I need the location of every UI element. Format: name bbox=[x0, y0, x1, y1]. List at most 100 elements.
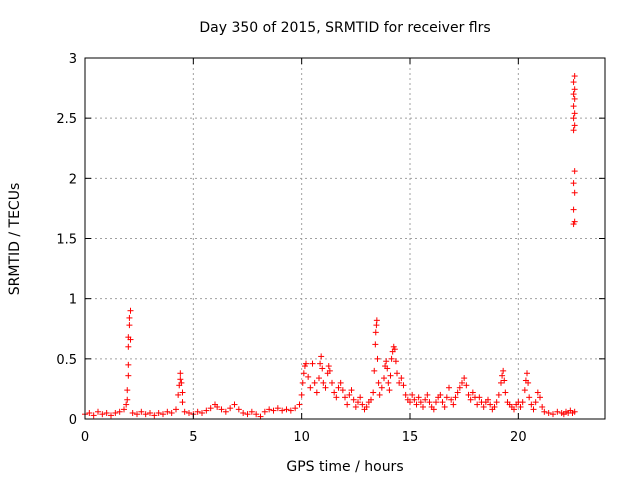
data-point bbox=[372, 341, 379, 348]
data-point bbox=[296, 401, 303, 408]
data-point bbox=[550, 411, 556, 418]
data-point bbox=[571, 95, 578, 102]
data-point bbox=[329, 379, 335, 386]
data-point bbox=[108, 412, 114, 419]
data-point bbox=[525, 379, 532, 386]
data-point bbox=[299, 379, 306, 386]
data-point bbox=[378, 384, 385, 391]
data-point bbox=[570, 115, 577, 122]
data-point bbox=[270, 407, 277, 414]
data-point bbox=[147, 409, 153, 416]
data-point bbox=[177, 370, 184, 377]
x-tick-label: 0 bbox=[81, 430, 89, 445]
data-point bbox=[502, 389, 509, 396]
data-point bbox=[274, 405, 281, 412]
data-point bbox=[469, 389, 476, 396]
data-point bbox=[355, 399, 361, 406]
data-point bbox=[386, 387, 393, 394]
data-point bbox=[570, 180, 577, 187]
data-point bbox=[422, 396, 429, 403]
data-point bbox=[441, 403, 448, 410]
data-point bbox=[240, 409, 247, 416]
data-point bbox=[127, 307, 134, 314]
data-point bbox=[392, 358, 399, 365]
data-point bbox=[415, 394, 422, 401]
data-point bbox=[311, 379, 318, 386]
data-point bbox=[124, 396, 131, 403]
data-point bbox=[121, 406, 127, 413]
data-point bbox=[532, 399, 539, 406]
data-point bbox=[292, 405, 299, 412]
x-axis-ticks: 0 5 10 15 20 bbox=[81, 58, 527, 445]
data-point bbox=[129, 409, 136, 416]
data-point bbox=[426, 399, 433, 406]
data-point bbox=[571, 122, 578, 129]
data-point bbox=[179, 389, 186, 396]
data-point bbox=[138, 408, 145, 415]
data-point bbox=[319, 365, 326, 372]
data-point bbox=[487, 401, 494, 408]
data-point bbox=[164, 408, 171, 415]
data-point bbox=[407, 399, 413, 406]
data-point bbox=[430, 406, 437, 413]
data-point bbox=[411, 396, 418, 403]
data-point bbox=[501, 377, 508, 384]
data-point bbox=[517, 403, 524, 410]
data-point bbox=[374, 355, 381, 362]
data-point bbox=[218, 406, 225, 413]
data-point bbox=[524, 370, 530, 377]
data-point bbox=[125, 361, 132, 368]
data-point bbox=[333, 394, 340, 401]
data-point bbox=[456, 384, 463, 391]
data-point bbox=[95, 408, 101, 415]
data-point bbox=[373, 317, 380, 324]
data-point bbox=[541, 408, 548, 415]
data-point bbox=[500, 367, 507, 374]
data-point bbox=[526, 394, 533, 401]
data-point bbox=[235, 406, 242, 413]
data-point bbox=[194, 408, 201, 415]
y-tick-label: 1 bbox=[69, 293, 77, 308]
data-point bbox=[417, 399, 424, 406]
data-point bbox=[485, 396, 491, 403]
data-point bbox=[335, 384, 342, 391]
data-point bbox=[461, 375, 468, 382]
data-point bbox=[387, 372, 394, 379]
data-point bbox=[214, 403, 221, 410]
data-point bbox=[467, 396, 474, 403]
data-point bbox=[357, 394, 364, 401]
data-point bbox=[545, 409, 552, 416]
data-point bbox=[253, 411, 260, 418]
data-point bbox=[342, 394, 348, 401]
data-point bbox=[396, 379, 403, 386]
data-point bbox=[571, 110, 578, 117]
data-point bbox=[179, 399, 186, 406]
y-axis-ticks: 0 0.5 1 1.5 2 2.5 3 bbox=[56, 52, 605, 428]
data-point bbox=[511, 406, 517, 413]
data-point bbox=[331, 389, 338, 396]
data-point bbox=[521, 387, 528, 394]
data-point bbox=[126, 314, 133, 321]
data-point bbox=[537, 394, 543, 401]
data-point bbox=[530, 406, 537, 413]
data-point bbox=[359, 401, 366, 408]
data-point bbox=[168, 409, 175, 416]
data-point bbox=[571, 189, 578, 196]
data-point bbox=[370, 389, 377, 396]
data-point bbox=[116, 408, 123, 415]
data-point bbox=[261, 408, 268, 415]
data-point bbox=[112, 409, 119, 416]
data-point bbox=[385, 379, 392, 386]
data-point bbox=[313, 389, 320, 396]
data-point bbox=[437, 391, 444, 398]
data-point bbox=[519, 399, 526, 406]
data-point bbox=[420, 403, 426, 410]
data-point bbox=[448, 396, 455, 403]
data-point bbox=[125, 372, 132, 379]
data-point bbox=[376, 391, 383, 398]
y-tick-label: 2.5 bbox=[56, 112, 77, 127]
data-point bbox=[571, 168, 578, 175]
x-tick-label: 15 bbox=[402, 430, 419, 445]
data-point bbox=[283, 406, 290, 413]
